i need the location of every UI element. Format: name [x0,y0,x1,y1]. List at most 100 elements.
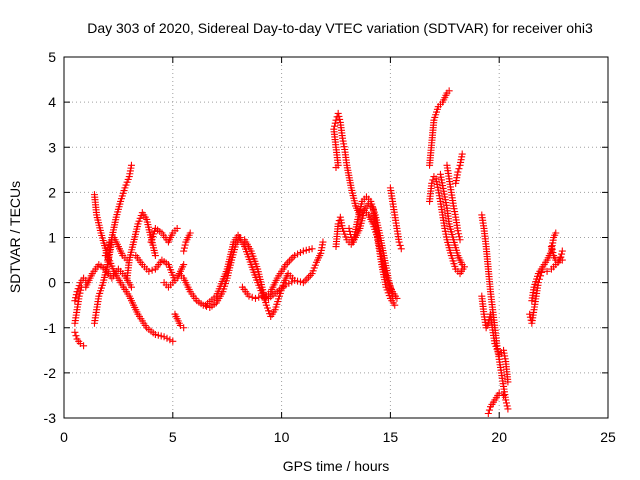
data-point [547,243,555,251]
data-point [163,334,171,342]
data-point [148,266,156,274]
data-point [75,292,83,300]
y-tick-label: -3 [44,410,57,426]
data-point [429,176,437,184]
data-point [526,310,534,318]
data-point [495,389,503,397]
x-axis-label: GPS time / hours [283,458,390,474]
y-tick-label: 4 [48,94,56,110]
y-tick-label: -2 [44,365,57,381]
data-point [180,324,188,332]
data-point [296,278,304,286]
data-point [294,250,302,258]
x-tick-label: 15 [383,429,399,445]
data-point [335,112,343,120]
data-point [502,396,510,404]
data-point [180,244,188,252]
data-point [456,236,464,244]
y-tick-label: 5 [48,49,56,65]
data-point [299,247,307,255]
data-point [391,301,399,309]
x-tick-label: 25 [600,429,616,445]
data-point [296,249,304,257]
data-point [71,328,79,336]
data-point [458,261,466,269]
data-point [288,278,296,286]
data-point [393,294,401,302]
y-axis-label: SDTVAR / TECUs [7,181,23,293]
data-point [458,150,466,158]
data-point [397,245,405,253]
data-point [395,238,403,246]
data-point [504,378,512,386]
y-tick-label: -1 [44,320,57,336]
data-point [455,165,463,173]
data-point [181,241,189,249]
chart-title: Day 303 of 2020, Sidereal Day-to-day VTE… [87,20,593,36]
x-tick-label: 0 [60,429,68,445]
data-point [558,256,566,264]
data-markers [71,87,566,417]
data-point [445,87,453,95]
data-point [180,261,188,269]
axis-ticks: 0 5 10 15 20 25 -3 -2 -1 0 1 2 3 4 5 [44,49,616,445]
data-point [500,391,508,399]
data-point [258,292,266,300]
data-point [291,276,299,284]
data-point [503,402,511,410]
data-point [248,293,256,301]
data-point [251,294,259,302]
data-point [543,267,551,275]
data-point [285,279,293,287]
y-tick-label: 3 [48,139,56,155]
data-point [330,125,338,133]
data-point [157,332,165,340]
data-point [127,283,135,291]
data-point [145,267,153,275]
data-point [454,168,462,176]
y-tick-label: 1 [48,230,56,246]
data-point [345,224,353,232]
data-point [127,161,135,169]
x-tick-label: 20 [491,429,507,445]
data-point [389,292,397,300]
data-point [396,241,404,249]
data-point [305,246,313,254]
data-point [336,115,344,123]
data-point [455,233,463,241]
data-point [319,238,327,246]
data-point [73,288,81,296]
data-point [484,319,492,327]
data-point [76,289,84,297]
data-point [552,229,560,237]
data-point [485,406,493,414]
data-point [294,277,302,285]
data-point [428,179,436,187]
data-point [454,227,462,235]
data-point [169,337,177,345]
data-point [151,252,159,260]
data-point [72,294,80,302]
x-tick-label: 5 [169,429,177,445]
data-point [502,399,510,407]
data-point [166,336,174,344]
data-point [160,333,168,341]
data-point [282,281,290,289]
data-point [173,224,181,232]
data-point [558,247,566,255]
data-point [186,229,194,237]
data-point [331,122,339,130]
data-point [77,286,85,294]
data-point [334,109,342,117]
data-point [180,247,188,255]
data-point [245,292,253,300]
data-point [291,252,299,260]
data-point [261,293,269,301]
y-tick-label: 0 [48,275,56,291]
data-point [302,246,310,254]
data-point [151,331,159,339]
data-point [504,405,512,413]
data-point [549,249,557,257]
data-point [334,220,342,228]
